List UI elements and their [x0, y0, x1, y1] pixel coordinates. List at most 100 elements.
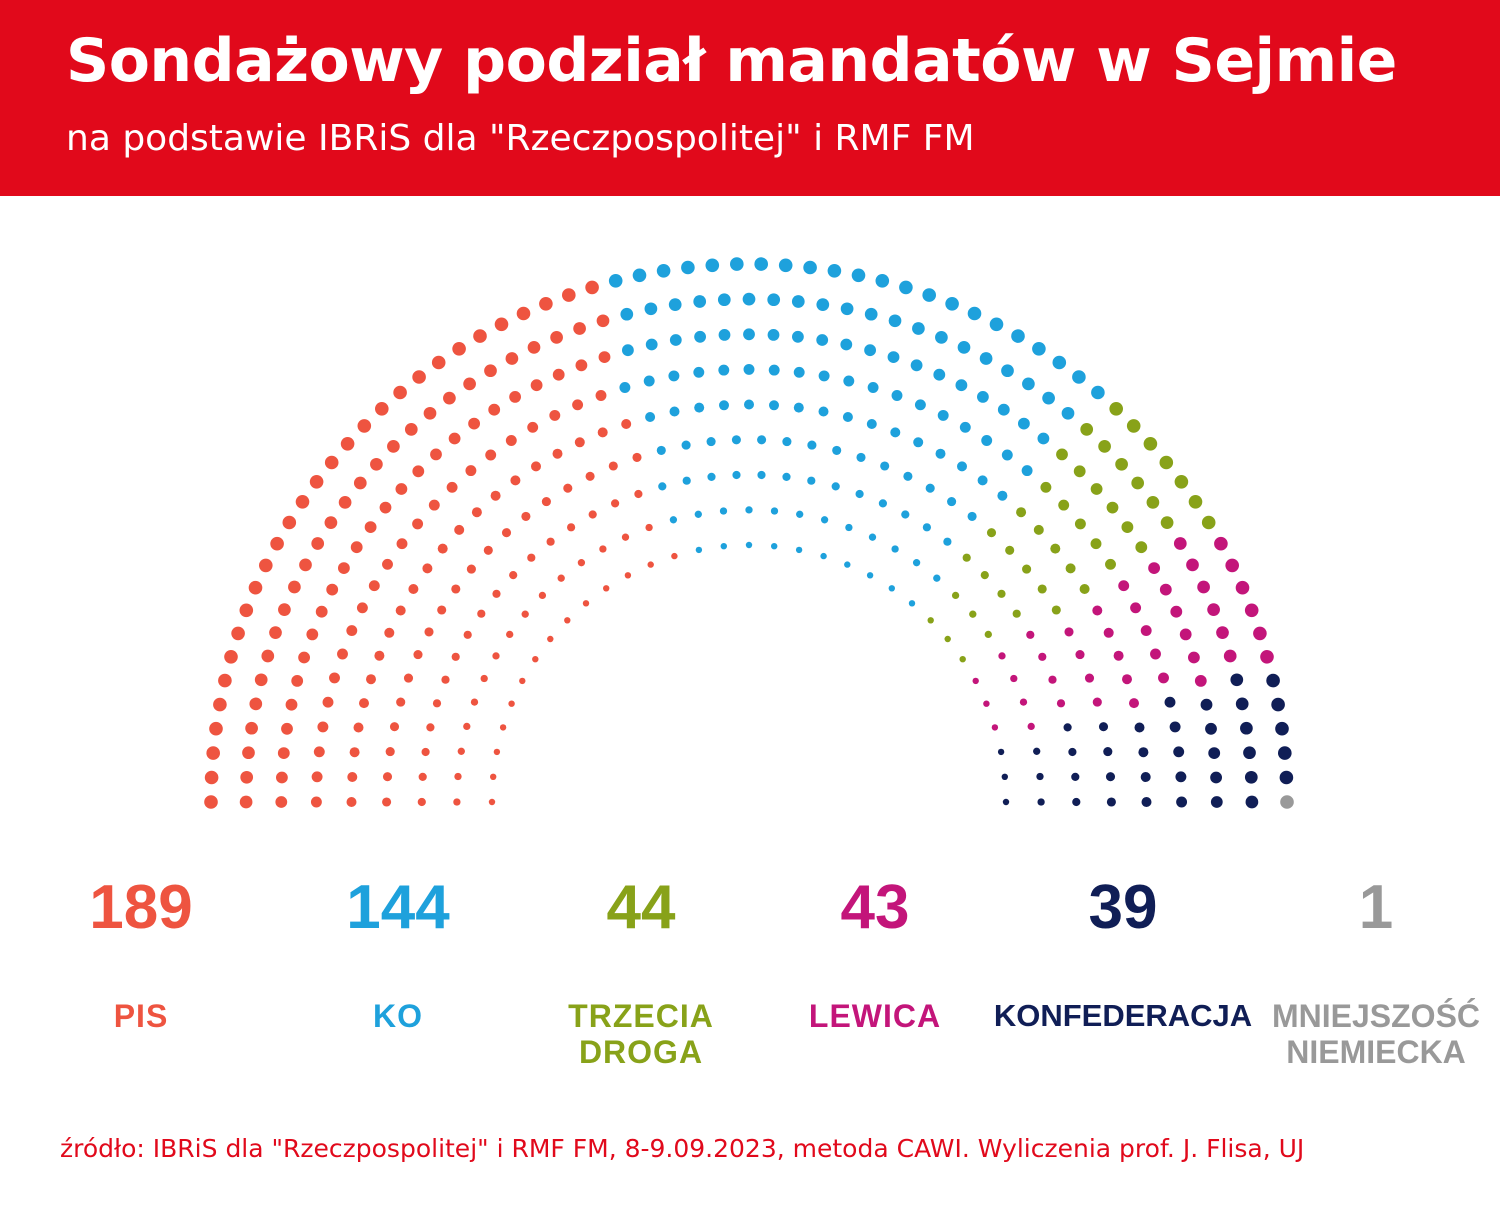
seat-pis: [408, 584, 419, 594]
seat-pis: [281, 722, 293, 735]
seat-lewica: [1026, 630, 1035, 639]
seat-pis: [603, 585, 610, 592]
seat-ko: [754, 257, 768, 271]
seat-lewica: [1118, 580, 1130, 592]
seat-pis: [608, 461, 618, 471]
seat-lewica: [1253, 626, 1267, 641]
seat-lewica: [1103, 627, 1114, 638]
seat-pis: [501, 528, 512, 538]
seat-pis: [585, 471, 595, 481]
seat-pis: [254, 673, 268, 687]
seat-ko: [669, 516, 678, 524]
seat-ko: [820, 516, 829, 524]
chart-subtitle: na podstawie IBRiS dla "Rzeczpospolitej"…: [66, 118, 975, 159]
konfederacja-seat-count: 39: [1088, 873, 1158, 942]
seat-trzecia-droga: [959, 656, 966, 663]
seat-pis: [428, 499, 440, 511]
seat-konfederacja: [1240, 721, 1253, 735]
seat-pis: [324, 455, 339, 470]
seat-lewica: [1197, 580, 1210, 594]
seat-trzecia-droga: [1106, 501, 1119, 514]
seat-pis: [575, 359, 588, 372]
seat-pis: [527, 341, 541, 354]
seat-trzecia-droga: [1105, 558, 1116, 570]
seat-ko: [1072, 370, 1086, 384]
seat-trzecia-droga: [1201, 515, 1216, 530]
seat-ko: [818, 406, 829, 417]
seat-pis: [346, 797, 357, 807]
seat-ko: [693, 295, 707, 308]
seat-ko: [878, 499, 888, 508]
pis-label: PIS: [113, 998, 169, 1034]
seat-pis: [454, 772, 462, 781]
seat-ko: [1022, 377, 1035, 391]
seat-konfederacja: [1175, 771, 1187, 783]
mniejszosc-niemiecka-seat-count: 1: [1358, 873, 1394, 942]
seat-pis: [437, 543, 448, 554]
seat-ko: [979, 352, 993, 365]
seat-ko: [831, 482, 840, 491]
seat-pis: [463, 377, 476, 391]
seat-ko: [989, 317, 1004, 332]
seat-trzecia-droga: [1121, 521, 1134, 533]
seat-ko: [867, 382, 879, 393]
seat-pis: [597, 427, 608, 438]
seat-konfederacja: [1140, 772, 1151, 782]
seat-pis: [424, 627, 434, 637]
seat-pis: [488, 798, 496, 806]
seat-trzecia-droga: [1037, 584, 1047, 594]
seat-ko: [644, 302, 658, 316]
seat-pis: [366, 674, 376, 685]
seat-trzecia-droga: [1050, 543, 1061, 554]
seat-ko: [977, 475, 988, 486]
header-banner: Sondażowy podział mandatów w Sejmie na p…: [0, 0, 1500, 196]
seat-pis: [552, 368, 565, 381]
seat-pis: [453, 798, 461, 806]
seat-pis: [457, 747, 465, 755]
seat-ko: [840, 338, 853, 351]
seat-pis: [508, 700, 515, 707]
seat-konfederacja: [1279, 770, 1294, 785]
seat-ko: [945, 297, 959, 311]
seat-konfederacja: [1134, 722, 1145, 733]
seat-pis: [671, 552, 678, 560]
seat-pis: [621, 533, 630, 541]
seat-pis: [313, 746, 325, 758]
seat-ko: [732, 470, 741, 480]
seat-pis: [261, 649, 275, 663]
seat-pis: [505, 435, 517, 446]
seat-trzecia-droga: [997, 589, 1006, 598]
seat-trzecia-droga: [927, 617, 934, 624]
seat-pis: [451, 584, 461, 594]
seat-ko: [693, 366, 705, 378]
seat-ko: [645, 412, 656, 422]
seat-pis: [473, 329, 487, 343]
seat-ko: [937, 409, 949, 421]
seat-trzecia-droga: [1065, 563, 1076, 574]
seat-ko: [864, 344, 876, 357]
seat-lewica: [1186, 558, 1199, 572]
seat-pis: [311, 537, 325, 550]
seat-ko: [656, 445, 666, 455]
seat-pis: [634, 489, 643, 499]
seat-ko: [767, 293, 781, 307]
seat-pis: [530, 379, 543, 392]
seat-pis: [393, 385, 407, 400]
seat-trzecia-droga: [1079, 584, 1090, 594]
seat-pis: [423, 406, 437, 420]
seat-pis: [218, 673, 232, 688]
seat-trzecia-droga: [1056, 448, 1068, 461]
seat-ko: [681, 440, 691, 450]
seat-ko: [681, 260, 695, 275]
seat-pis: [567, 523, 576, 532]
seat-pis: [209, 721, 223, 736]
seat-pis: [382, 558, 393, 570]
seat-ko: [967, 306, 982, 321]
seat-pis: [446, 481, 458, 493]
seat-trzecia-droga: [1126, 419, 1141, 433]
seat-pis: [465, 465, 477, 477]
seat-ko: [743, 363, 755, 375]
seat-konfederacja: [1164, 696, 1176, 708]
seat-lewica: [1064, 627, 1074, 637]
seat-lewica: [1194, 675, 1207, 687]
